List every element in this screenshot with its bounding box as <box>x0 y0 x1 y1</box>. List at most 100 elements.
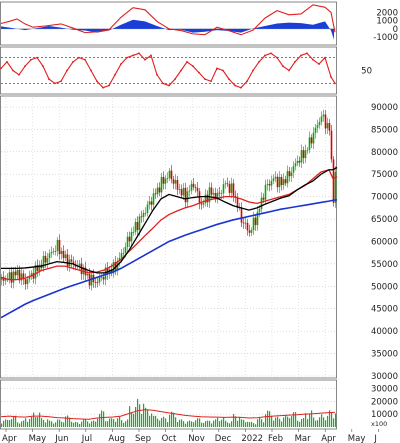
price-candle-body <box>174 180 177 184</box>
price-panel-frame <box>0 95 337 379</box>
oscillator-point <box>36 56 38 59</box>
price-candle-body <box>120 253 123 258</box>
volume-bar <box>281 421 283 427</box>
volume-bar <box>305 413 307 427</box>
price-candle-body <box>180 189 183 196</box>
volume-bar <box>151 413 153 427</box>
volume-bar <box>187 421 189 427</box>
price-candle-body <box>316 125 319 128</box>
price-candle-body <box>244 222 247 224</box>
price-candle-body <box>196 187 199 192</box>
price-tick-label: 55000 <box>371 260 398 270</box>
volume-bar <box>101 410 103 427</box>
price-candle-body <box>192 183 195 188</box>
price-candle-body <box>112 261 115 274</box>
price-candle-body <box>164 178 167 184</box>
price-candle-body <box>80 263 83 275</box>
price-candle-body <box>220 193 223 195</box>
oscillator-point <box>162 82 164 85</box>
oscillator-point <box>6 61 8 63</box>
price-candle-body <box>0 276 3 280</box>
volume-bar <box>37 417 39 427</box>
price-candle-body <box>152 193 155 205</box>
volume-bar <box>3 420 5 427</box>
volume-bar <box>173 412 175 427</box>
price-candle-body <box>96 282 99 284</box>
oscillator-point <box>30 58 32 61</box>
price-candle-body <box>326 123 329 129</box>
price-candle-body <box>318 121 321 126</box>
volume-bar <box>211 423 213 427</box>
volume-bar <box>309 413 311 427</box>
volume-bar <box>333 418 335 427</box>
volume-bar <box>265 414 267 427</box>
price-candle-body <box>2 276 5 281</box>
price-candle-body <box>14 271 17 276</box>
volume-bar <box>67 415 69 427</box>
price-candle-body <box>276 176 279 188</box>
volume-bar <box>179 419 181 427</box>
volume-bar <box>25 418 27 427</box>
price-candle-body <box>188 190 191 192</box>
oscillator-point <box>12 69 14 72</box>
volume-bar <box>141 413 143 427</box>
oscillator-point <box>258 61 260 63</box>
volume-bar <box>269 411 271 427</box>
price-candle-body <box>314 127 317 133</box>
price-candle-body <box>332 159 335 203</box>
price-candle-body <box>156 187 159 195</box>
price-candle-body <box>264 184 267 200</box>
volume-bar <box>245 422 247 427</box>
price-candle-body <box>260 197 263 210</box>
price-candle-body <box>246 222 249 231</box>
volume-bar <box>287 416 289 427</box>
volume-bar <box>11 419 13 427</box>
volume-bar <box>267 410 269 427</box>
volume-bar <box>163 416 165 427</box>
price-candle-body <box>8 272 11 280</box>
price-candle-body <box>100 277 103 278</box>
price-candle-body <box>86 273 89 276</box>
price-candle-body <box>24 279 27 285</box>
volume-bar <box>51 421 53 427</box>
oscillator-point <box>324 56 326 59</box>
x-tick-label: Oct <box>162 434 177 443</box>
ma-short-line <box>0 168 338 281</box>
price-candle-body <box>122 252 125 254</box>
ma-long-line <box>0 198 338 319</box>
x-tick-label: Feb <box>268 434 283 443</box>
volume-multiplier-label: x100 <box>371 420 387 428</box>
price-candle-body <box>124 247 127 253</box>
volume-bar <box>215 419 217 427</box>
price-candle-body <box>242 222 245 224</box>
price-candle-body <box>144 212 147 214</box>
oscillator-point <box>120 63 122 65</box>
volume-bar <box>95 421 97 427</box>
volume-bar <box>223 417 225 427</box>
volume-bar <box>237 420 239 427</box>
price-candle-body <box>50 251 53 254</box>
volume-bar <box>315 420 317 427</box>
price-candle-body <box>230 183 233 193</box>
volume-bar <box>195 420 197 427</box>
volume-bar <box>59 419 61 427</box>
price-candle-body <box>126 236 129 248</box>
volume-bar <box>125 421 127 427</box>
volume-bar <box>103 411 105 427</box>
price-candle-body <box>62 250 65 259</box>
volume-bar <box>329 410 331 427</box>
volume-bar <box>295 412 297 427</box>
oscillator-point <box>192 65 194 68</box>
price-candle-body <box>166 178 169 179</box>
volume-bar <box>243 419 245 427</box>
price-candle-body <box>306 149 309 151</box>
volume-bar <box>123 422 125 427</box>
volume-bar <box>93 420 95 427</box>
volume-bar <box>313 417 315 427</box>
volume-bar <box>327 415 329 427</box>
volume-bar <box>105 421 107 427</box>
price-candle-body <box>270 180 273 186</box>
price-candle-body <box>42 255 45 268</box>
volume-tick-label: 30000 <box>371 384 398 394</box>
